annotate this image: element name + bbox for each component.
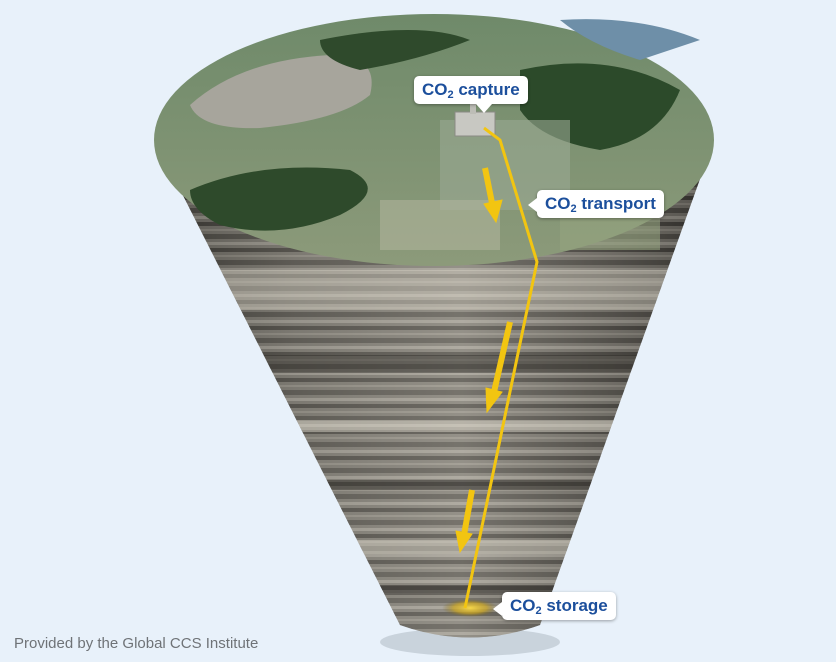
smokestack-icon xyxy=(470,100,476,114)
label-text: capture xyxy=(453,80,520,99)
callout-pointer xyxy=(476,104,492,113)
label-text: CO xyxy=(545,194,571,213)
label-text: CO xyxy=(510,596,536,615)
forest-patch xyxy=(190,167,368,231)
co2-storage-label: CO2 storage xyxy=(493,592,616,620)
label-subscript: 2 xyxy=(570,203,577,215)
label-text: CO xyxy=(422,80,448,99)
callout-pointer xyxy=(528,198,537,212)
callout-pointer xyxy=(493,602,502,616)
co2-transport-label: CO2 transport xyxy=(528,190,664,218)
ground-shadow xyxy=(380,628,560,656)
co2-capture-label: CO2 capture xyxy=(414,76,528,113)
co2-pipeline xyxy=(463,126,539,609)
quarry-area xyxy=(190,55,372,129)
arrow-down-icon xyxy=(485,321,513,414)
label-text: transport xyxy=(576,194,656,213)
surface-landscape xyxy=(154,14,714,266)
label-subscript: 2 xyxy=(447,89,454,101)
arrow-down-icon xyxy=(455,489,475,554)
label-text: storage xyxy=(541,596,608,615)
label-subscript: 2 xyxy=(535,605,542,617)
credit-text: Provided by the Global CCS Institute xyxy=(14,635,259,652)
water-body xyxy=(560,19,700,61)
arrow-down-icon xyxy=(482,167,503,224)
forest-patch xyxy=(320,30,470,70)
flow-arrows xyxy=(455,167,513,554)
storage-reservoir-glow xyxy=(442,599,498,617)
